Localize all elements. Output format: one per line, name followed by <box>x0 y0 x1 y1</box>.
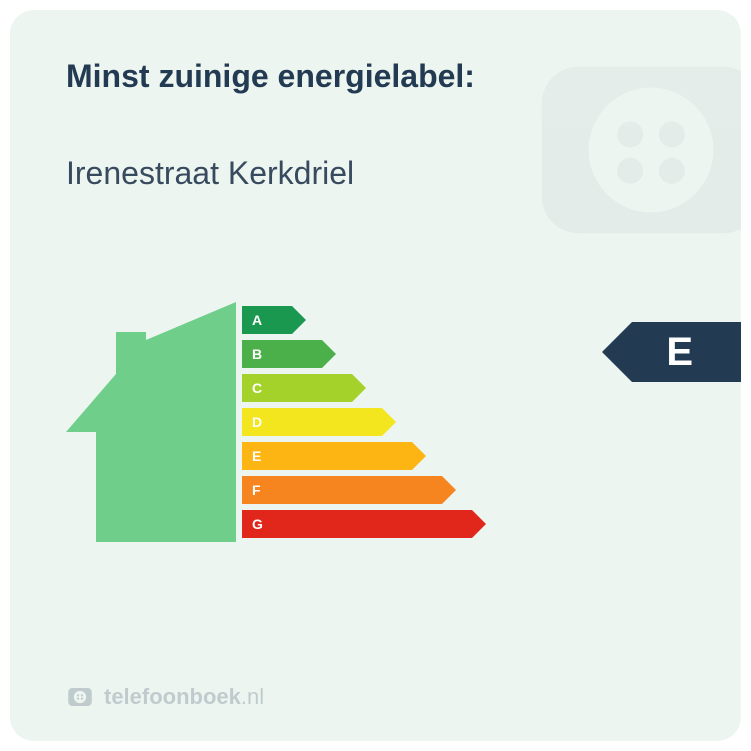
energy-bar-d: D <box>242 408 472 436</box>
footer-brand: telefoonboek.nl <box>66 683 264 711</box>
energy-bar-e: E <box>242 442 472 470</box>
energy-label-card: Minst zuinige energielabel: Irenestraat … <box>10 10 741 741</box>
energy-bar-f: F <box>242 476 472 504</box>
brand-name-light: .nl <box>241 684 264 709</box>
bar-label: C <box>242 374 352 402</box>
brand-icon <box>66 683 94 711</box>
energy-bar-a: A <box>242 306 472 334</box>
energy-chart: A B C D E F G E <box>66 272 685 572</box>
selected-energy-label: E <box>632 322 741 382</box>
energy-bar-b: B <box>242 340 472 368</box>
brand-name-bold: telefoonboek <box>104 684 241 709</box>
bar-label: A <box>242 306 292 334</box>
watermark-icon <box>521 20 741 280</box>
bar-label: B <box>242 340 322 368</box>
energy-bar-g: G <box>242 510 472 538</box>
bar-label: D <box>242 408 382 436</box>
bar-label: G <box>242 510 472 538</box>
energy-bars: A B C D E F G <box>242 306 472 538</box>
bar-label: F <box>242 476 442 504</box>
energy-bar-c: C <box>242 374 472 402</box>
house-icon <box>66 302 236 542</box>
bar-label: E <box>242 442 412 470</box>
brand-text: telefoonboek.nl <box>104 684 264 710</box>
